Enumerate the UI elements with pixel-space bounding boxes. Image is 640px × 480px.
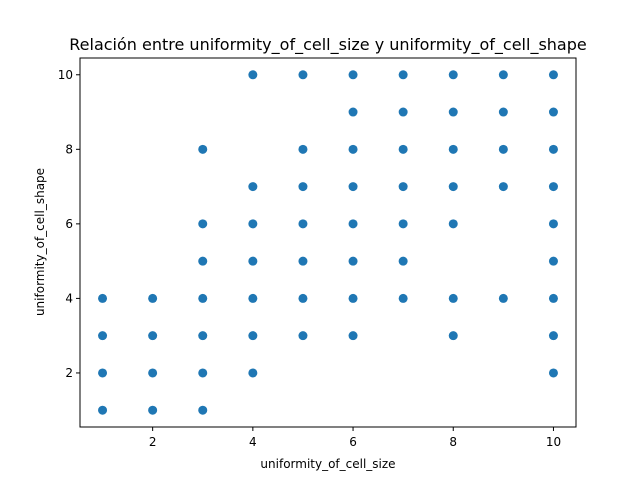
data-point — [498, 144, 508, 154]
data-point — [198, 256, 208, 266]
data-point — [298, 219, 308, 229]
data-point — [548, 331, 558, 341]
data-point — [148, 293, 158, 303]
data-point — [448, 219, 458, 229]
data-point — [448, 70, 458, 80]
data-point — [148, 368, 158, 378]
data-point — [148, 331, 158, 341]
data-point — [548, 219, 558, 229]
data-point — [298, 182, 308, 192]
chart-title: Relación entre uniformity_of_cell_size y… — [69, 35, 586, 55]
data-point — [348, 182, 358, 192]
data-point — [198, 368, 208, 378]
data-point — [198, 144, 208, 154]
data-point — [298, 256, 308, 266]
data-point — [98, 293, 108, 303]
data-point — [448, 331, 458, 341]
y-tick-label: 10 — [58, 68, 73, 82]
data-point — [248, 219, 258, 229]
x-axis-label: uniformity_of_cell_size — [260, 457, 395, 471]
data-point — [148, 405, 158, 415]
data-point — [498, 293, 508, 303]
data-point — [248, 182, 258, 192]
data-point — [348, 70, 358, 80]
data-point — [348, 219, 358, 229]
data-point — [348, 293, 358, 303]
data-point — [348, 256, 358, 266]
data-point — [298, 70, 308, 80]
data-point — [498, 182, 508, 192]
data-point — [448, 182, 458, 192]
data-point — [548, 368, 558, 378]
data-point — [248, 70, 258, 80]
x-tick-label: 2 — [149, 435, 157, 449]
data-point — [198, 331, 208, 341]
data-point — [298, 144, 308, 154]
data-point — [448, 107, 458, 117]
data-point — [198, 293, 208, 303]
data-point — [98, 368, 108, 378]
y-tick-label: 8 — [65, 142, 73, 156]
y-tick-label: 6 — [65, 217, 73, 231]
data-point — [348, 107, 358, 117]
x-tick-label: 10 — [546, 435, 561, 449]
data-point — [548, 144, 558, 154]
data-point — [398, 182, 408, 192]
data-point — [248, 256, 258, 266]
data-point — [548, 182, 558, 192]
data-point — [248, 331, 258, 341]
data-point — [248, 293, 258, 303]
data-point — [448, 293, 458, 303]
data-point — [298, 293, 308, 303]
x-tick-label: 4 — [249, 435, 257, 449]
data-point — [398, 219, 408, 229]
data-point — [98, 405, 108, 415]
data-point — [398, 293, 408, 303]
data-point — [248, 368, 258, 378]
data-point — [298, 331, 308, 341]
y-tick-label: 2 — [65, 366, 73, 380]
data-point — [548, 107, 558, 117]
plot-area-frame — [79, 57, 577, 428]
ticks-layer: 2 4 6 8 10 2 4 6 8 10 — [58, 68, 561, 449]
data-point — [498, 70, 508, 80]
data-point — [548, 256, 558, 266]
data-point — [348, 331, 358, 341]
data-point — [398, 70, 408, 80]
data-point — [348, 144, 358, 154]
data-point — [98, 331, 108, 341]
data-point — [398, 256, 408, 266]
data-point — [498, 107, 508, 117]
x-tick-label: 6 — [349, 435, 357, 449]
data-point — [548, 293, 558, 303]
data-point — [548, 70, 558, 80]
points-layer — [98, 70, 558, 415]
data-point — [398, 144, 408, 154]
y-tick-label: 4 — [65, 291, 73, 305]
data-point — [198, 405, 208, 415]
data-point — [198, 219, 208, 229]
y-axis-label: uniformity_of_cell_shape — [33, 168, 47, 316]
x-tick-label: 8 — [449, 435, 457, 449]
data-point — [398, 107, 408, 117]
data-point — [448, 144, 458, 154]
